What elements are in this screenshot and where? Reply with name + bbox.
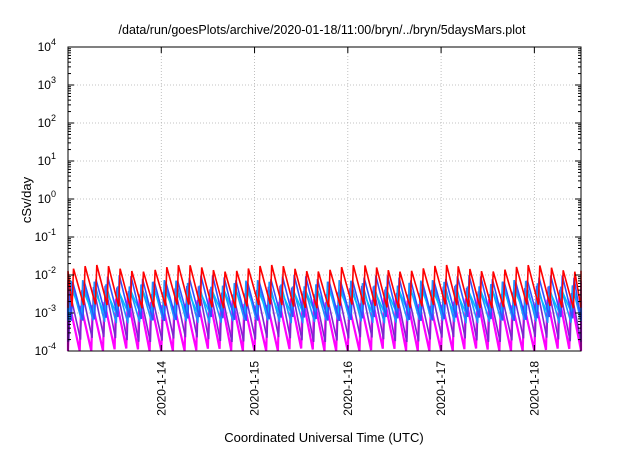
- chart-title: /data/run/goesPlots/archive/2020-01-18/1…: [119, 23, 526, 37]
- y-tick-label: 101: [38, 151, 56, 168]
- axes: 10-4 10-3 10-2 10-1 100 101 102 103 104 2020-1-14…: [35, 37, 581, 416]
- y-axis-label: cSv/day: [19, 176, 34, 223]
- y-tick-label: 10-2: [35, 265, 56, 282]
- y-tick-label: 104: [38, 37, 56, 54]
- data-series: [66, 264, 583, 352]
- x-tick-label: 2020-1-16: [341, 361, 355, 416]
- y-tick-label: 100: [38, 189, 56, 206]
- y-tick-label: 10-4: [35, 341, 56, 358]
- series-line: [67, 264, 582, 309]
- x-tick-label: 2020-1-18: [527, 361, 541, 416]
- y-tick-label: 103: [38, 75, 56, 92]
- x-axis-label: Coordinated Universal Time (UTC): [224, 430, 423, 445]
- y-tick-label: 102: [38, 113, 56, 130]
- x-tick-label: 2020-1-17: [434, 361, 448, 416]
- y-tick-label: 10-1: [35, 227, 56, 244]
- series-line: [67, 275, 582, 322]
- x-tick-label: 2020-1-14: [154, 361, 168, 416]
- y-tick-label: 10-3: [35, 303, 56, 320]
- x-tick-label: 2020-1-15: [248, 361, 262, 416]
